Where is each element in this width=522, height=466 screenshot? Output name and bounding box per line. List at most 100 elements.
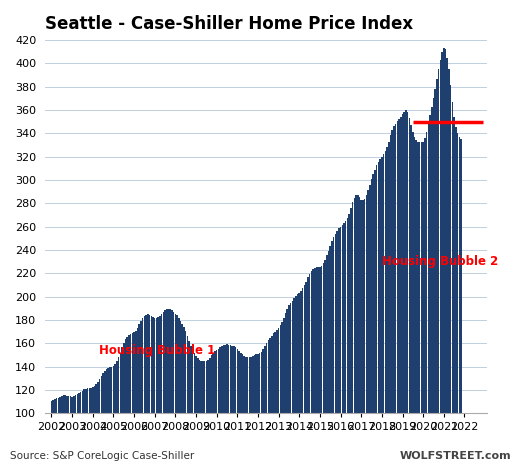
Bar <box>174 314 176 413</box>
Bar <box>299 293 300 413</box>
Bar <box>341 225 343 413</box>
Bar <box>235 348 236 413</box>
Bar <box>367 190 369 413</box>
Bar <box>422 142 424 413</box>
Bar <box>130 334 132 413</box>
Bar <box>352 202 353 413</box>
Bar <box>335 234 336 413</box>
Bar <box>328 251 329 413</box>
Bar <box>240 353 242 413</box>
Bar <box>161 314 162 413</box>
Bar <box>353 198 355 413</box>
Bar <box>142 318 144 413</box>
Bar <box>230 345 231 413</box>
Bar <box>398 119 400 413</box>
Bar <box>385 151 386 413</box>
Bar <box>307 277 309 413</box>
Bar <box>85 389 87 413</box>
Bar <box>102 373 104 413</box>
Bar <box>360 200 362 413</box>
Bar <box>144 316 145 413</box>
Bar <box>63 395 64 413</box>
Bar <box>121 348 123 413</box>
Bar <box>409 118 410 413</box>
Bar <box>428 124 429 413</box>
Bar <box>182 323 183 413</box>
Bar <box>438 69 440 413</box>
Bar <box>154 318 156 413</box>
Bar <box>259 353 260 413</box>
Bar <box>114 364 116 413</box>
Bar <box>263 349 264 413</box>
Bar <box>297 295 298 413</box>
Bar <box>108 368 109 413</box>
Bar <box>78 393 80 413</box>
Bar <box>419 142 421 413</box>
Bar <box>190 346 192 413</box>
Bar <box>116 362 117 413</box>
Bar <box>145 315 147 413</box>
Bar <box>133 332 135 413</box>
Bar <box>180 321 181 413</box>
Bar <box>219 348 221 413</box>
Bar <box>238 351 240 413</box>
Bar <box>264 346 266 413</box>
Bar <box>52 400 54 413</box>
Bar <box>295 296 296 413</box>
Bar <box>386 147 388 413</box>
Bar <box>292 301 293 413</box>
Bar <box>101 376 102 413</box>
Bar <box>212 353 214 413</box>
Bar <box>214 351 216 413</box>
Bar <box>336 231 338 413</box>
Bar <box>206 362 207 413</box>
Bar <box>87 388 88 413</box>
Bar <box>288 305 290 413</box>
Bar <box>388 142 389 413</box>
Bar <box>226 344 228 413</box>
Bar <box>429 116 431 413</box>
Bar <box>314 267 315 413</box>
Bar <box>72 397 73 413</box>
Bar <box>414 137 416 413</box>
Bar <box>192 350 193 413</box>
Bar <box>80 392 81 413</box>
Bar <box>68 396 69 413</box>
Bar <box>329 246 331 413</box>
Bar <box>158 317 159 413</box>
Bar <box>405 110 407 413</box>
Bar <box>73 396 75 413</box>
Bar <box>84 390 85 413</box>
Bar <box>455 127 457 413</box>
Bar <box>412 132 413 413</box>
Bar <box>120 353 121 413</box>
Bar <box>392 130 393 413</box>
Bar <box>453 117 455 413</box>
Bar <box>207 360 209 413</box>
Bar <box>457 133 458 413</box>
Bar <box>231 346 233 413</box>
Bar <box>99 379 100 413</box>
Bar <box>106 369 108 413</box>
Bar <box>280 325 281 413</box>
Bar <box>276 330 278 413</box>
Bar <box>347 218 348 413</box>
Bar <box>97 382 99 413</box>
Bar <box>178 318 180 413</box>
Bar <box>445 49 446 413</box>
Bar <box>402 114 404 413</box>
Bar <box>113 366 114 413</box>
Bar <box>446 58 448 413</box>
Bar <box>305 281 307 413</box>
Bar <box>183 327 185 413</box>
Bar <box>194 353 195 413</box>
Bar <box>331 241 333 413</box>
Bar <box>188 341 190 413</box>
Bar <box>89 388 90 413</box>
Bar <box>132 333 133 413</box>
Bar <box>433 98 434 413</box>
Bar <box>150 316 152 413</box>
Bar <box>243 356 245 413</box>
Bar <box>407 112 408 413</box>
Bar <box>448 69 450 413</box>
